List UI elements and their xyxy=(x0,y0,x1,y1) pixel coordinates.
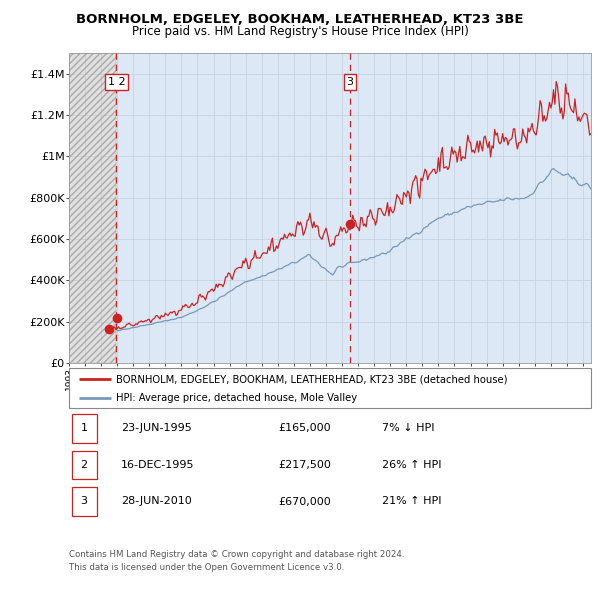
Text: 16-DEC-1995: 16-DEC-1995 xyxy=(121,460,194,470)
Text: 26% ↑ HPI: 26% ↑ HPI xyxy=(382,460,442,470)
FancyBboxPatch shape xyxy=(71,414,97,442)
Text: HPI: Average price, detached house, Mole Valley: HPI: Average price, detached house, Mole… xyxy=(116,393,357,403)
FancyBboxPatch shape xyxy=(69,368,591,408)
Text: 3: 3 xyxy=(80,497,88,506)
Text: £165,000: £165,000 xyxy=(278,424,331,433)
Text: £217,500: £217,500 xyxy=(278,460,331,470)
Text: 3: 3 xyxy=(346,77,353,87)
Text: Price paid vs. HM Land Registry's House Price Index (HPI): Price paid vs. HM Land Registry's House … xyxy=(131,25,469,38)
Text: 23-JUN-1995: 23-JUN-1995 xyxy=(121,424,192,433)
Text: £670,000: £670,000 xyxy=(278,497,331,506)
Text: Contains HM Land Registry data © Crown copyright and database right 2024.: Contains HM Land Registry data © Crown c… xyxy=(69,550,404,559)
Text: BORNHOLM, EDGELEY, BOOKHAM, LEATHERHEAD, KT23 3BE: BORNHOLM, EDGELEY, BOOKHAM, LEATHERHEAD,… xyxy=(76,13,524,26)
Text: 1 2: 1 2 xyxy=(107,77,125,87)
Text: 2: 2 xyxy=(80,460,88,470)
Text: 7% ↓ HPI: 7% ↓ HPI xyxy=(382,424,434,433)
Bar xyxy=(69,53,116,363)
Text: 21% ↑ HPI: 21% ↑ HPI xyxy=(382,497,442,506)
Text: BORNHOLM, EDGELEY, BOOKHAM, LEATHERHEAD, KT23 3BE (detached house): BORNHOLM, EDGELEY, BOOKHAM, LEATHERHEAD,… xyxy=(116,375,508,385)
Text: This data is licensed under the Open Government Licence v3.0.: This data is licensed under the Open Gov… xyxy=(69,563,344,572)
FancyBboxPatch shape xyxy=(71,487,97,516)
FancyBboxPatch shape xyxy=(71,451,97,479)
Text: 1: 1 xyxy=(80,424,88,433)
Bar xyxy=(116,53,591,363)
Bar xyxy=(69,53,116,363)
Text: 28-JUN-2010: 28-JUN-2010 xyxy=(121,497,192,506)
